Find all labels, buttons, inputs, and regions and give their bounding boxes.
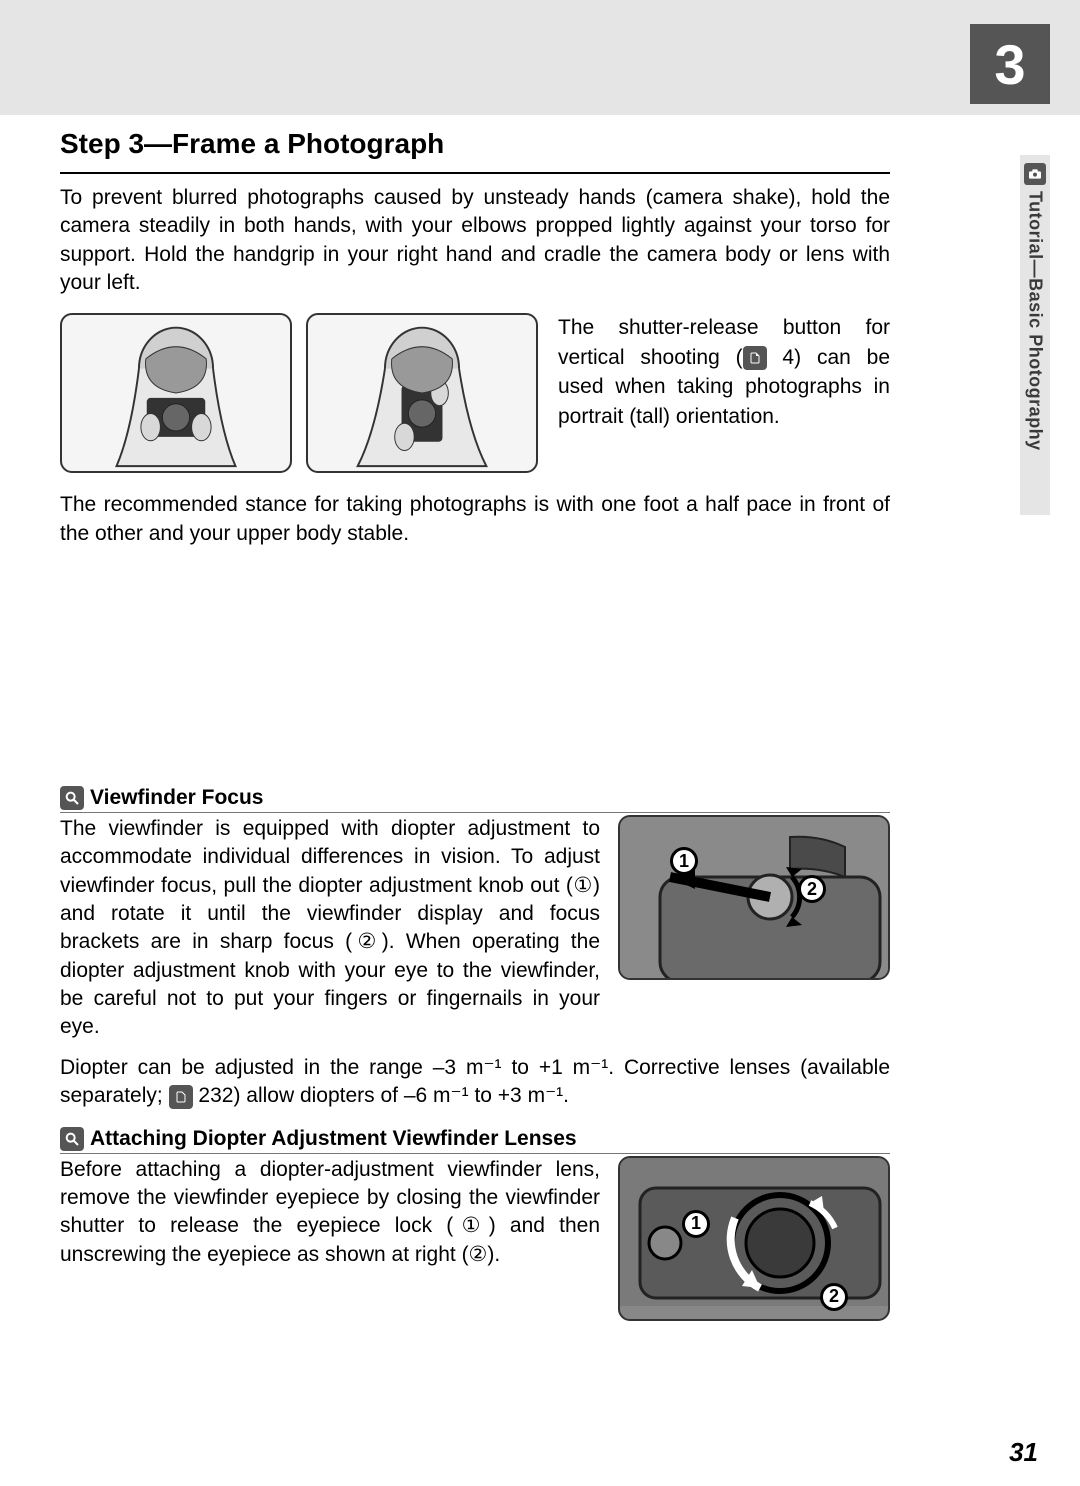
chapter-number: 3 — [994, 32, 1025, 97]
callout-2b: 2 — [820, 1283, 848, 1311]
spacer — [60, 564, 890, 774]
viewfinder-focus-heading: Viewfinder Focus — [60, 786, 890, 813]
callout-1: 1 — [670, 847, 698, 875]
stance-paragraph: The recommended stance for taking photog… — [60, 491, 890, 548]
step-heading: Step 3—Frame a Photograph — [60, 128, 890, 174]
diopter-knob-illustration: 1 2 — [618, 815, 890, 980]
eyepiece-removal-illustration: 1 2 — [618, 1156, 890, 1321]
attaching-lenses-heading: Attaching Diopter Adjustment Viewfinder … — [60, 1127, 890, 1154]
viewfinder-focus-text: The viewfinder is equipped with diopter … — [60, 815, 600, 1042]
step-intro-paragraph: To prevent blurred photographs caused by… — [60, 184, 890, 297]
diopter-range-ref: 232 — [193, 1084, 234, 1107]
viewfinder-focus-title: Viewfinder Focus — [90, 786, 264, 810]
page-number: 31 — [1009, 1437, 1038, 1468]
shutter-release-note: The shutter-release button for vertical … — [552, 313, 890, 473]
callout-2: 2 — [798, 875, 826, 903]
side-tab: Tutorial—Basic Photography — [1020, 155, 1050, 515]
magnifier-icon-2 — [60, 1127, 84, 1151]
diopter-range-post: ) allow diopters of –6 m⁻¹ to +3 m⁻¹. — [233, 1084, 569, 1107]
viewfinder-focus-block: The viewfinder is equipped with diopter … — [60, 815, 890, 1042]
page-content: Step 3—Frame a Photograph To prevent blu… — [60, 128, 890, 1333]
attaching-lenses-block: Before attaching a diopter-adjustment vi… — [60, 1156, 890, 1321]
holding-camera-landscape-illustration — [60, 313, 292, 473]
diopter-range-paragraph: Diopter can be adjusted in the range –3 … — [60, 1054, 890, 1111]
holding-illustration-row: The shutter-release button for vertical … — [60, 313, 890, 473]
attaching-lenses-title: Attaching Diopter Adjustment Viewfinder … — [90, 1127, 577, 1151]
header-band — [0, 0, 1080, 115]
side-tab-label: Tutorial—Basic Photography — [1025, 191, 1046, 451]
page-ref-icon-2 — [169, 1085, 193, 1109]
shutter-note-ref: 4 — [767, 346, 795, 369]
attaching-lenses-text: Before attaching a diopter-adjustment vi… — [60, 1156, 600, 1269]
camera-icon — [1024, 163, 1046, 185]
holding-camera-portrait-illustration — [306, 313, 538, 473]
page-ref-icon — [743, 346, 767, 370]
magnifier-icon — [60, 786, 84, 810]
callout-1b: 1 — [682, 1210, 710, 1238]
chapter-number-tab: 3 — [970, 24, 1050, 104]
